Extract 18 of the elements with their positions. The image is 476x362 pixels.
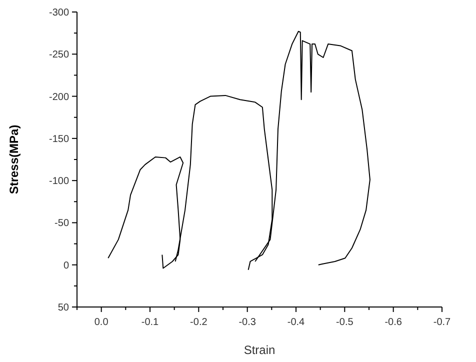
y-axis-title: Stress(MPa) [7, 124, 21, 194]
x-axis-title: Strain [244, 343, 276, 357]
x-tick-label: -0.3 [238, 317, 256, 328]
y-tick-label: -100 [48, 176, 70, 188]
y-tick-label: -250 [48, 50, 70, 61]
y-tick-label: -200 [48, 92, 70, 103]
x-tick-label: -0.1 [141, 317, 160, 328]
x-tick-label: -0.5 [336, 317, 354, 328]
y-tick-label: -300 [48, 8, 70, 18]
y-tick-label: 50 [58, 302, 70, 314]
x-tick-label: -0.6 [384, 317, 402, 328]
y-tick-label: 0 [63, 260, 70, 272]
y-tick-label: -50 [54, 218, 70, 230]
x-tick-label: -0.4 [287, 317, 306, 328]
x-tick-label: 0.0 [94, 317, 109, 328]
x-tick-label: -0.2 [190, 317, 208, 328]
x-tick-label: -0.7 [433, 317, 452, 328]
y-tick-label: -150 [48, 134, 70, 145]
